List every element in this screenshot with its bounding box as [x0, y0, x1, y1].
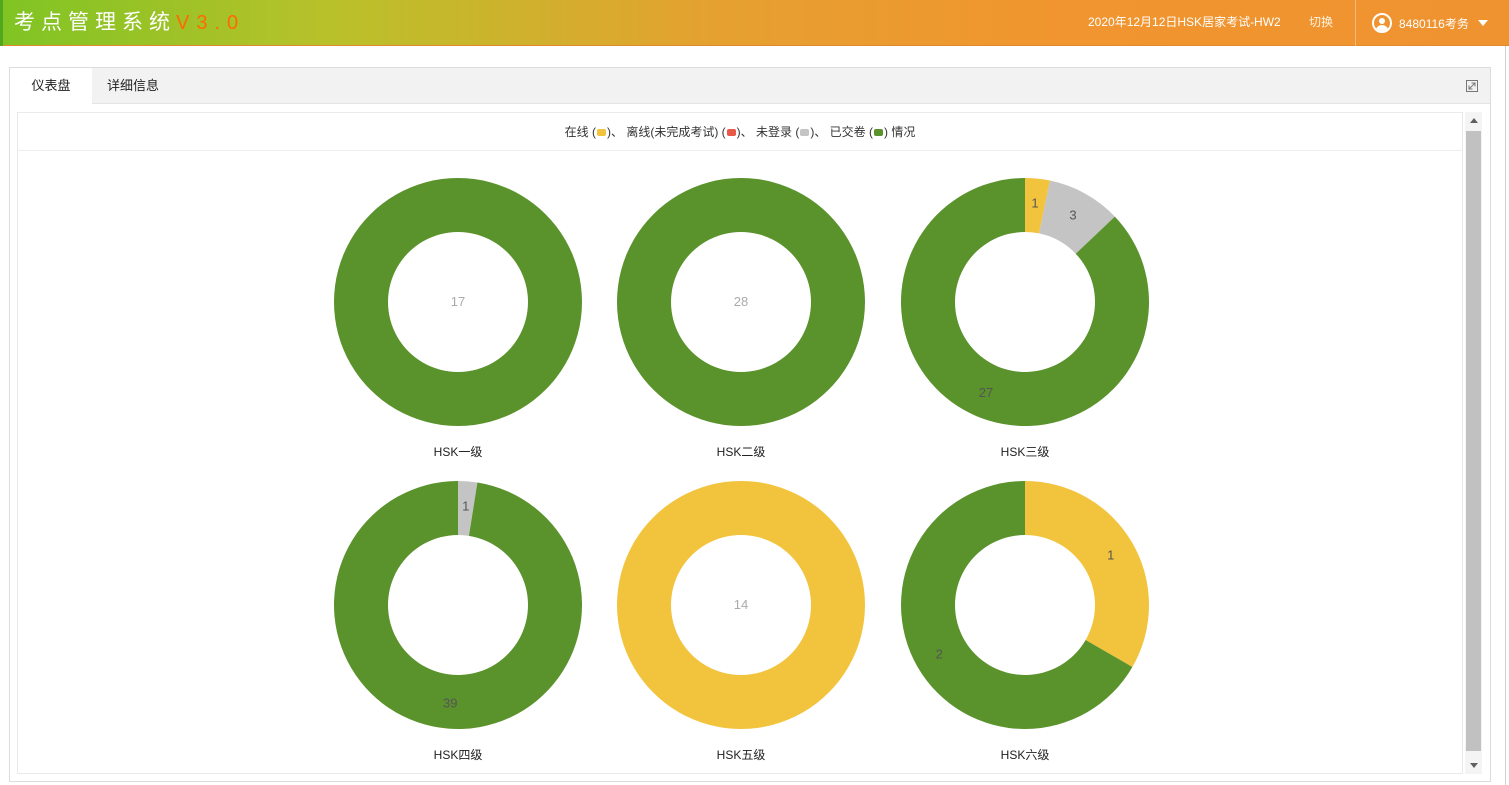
- user-name: 8480116考务: [1399, 16, 1469, 31]
- legend-text-online: 在线 (: [564, 125, 596, 139]
- donut-slice-submitted[interactable]: [334, 481, 583, 730]
- tab-details[interactable]: 详细信息: [106, 78, 159, 93]
- donut-slice-online[interactable]: [1025, 481, 1149, 667]
- donut-chart-title: HSK四级: [434, 748, 483, 762]
- status-legend: 在线 ( )、 离线(未完成考试) ( )、 未登录 ( )、 已交卷 ( ) 情况: [18, 113, 1462, 151]
- dashboard-content: 在线 ( )、 离线(未完成考试) ( )、 未登录 ( )、 已交卷 ( ) 情况 1…: [17, 112, 1463, 774]
- donut-value-label: 1: [1031, 196, 1038, 211]
- donut-slice-submitted[interactable]: [616, 178, 865, 426]
- scroll-down-arrow-icon[interactable]: [1465, 757, 1482, 774]
- donut-chart: 1 2 HSK六级: [901, 481, 1149, 762]
- donut-chart: 14 HSK五级: [616, 481, 865, 762]
- legend-text-not-logged-in: )、 未登录 (: [736, 125, 800, 139]
- donut-chart-title: HSK六级: [1001, 748, 1050, 762]
- donut-value-label: 1: [1107, 548, 1114, 563]
- donut-value-label: 14: [734, 597, 748, 612]
- user-menu[interactable]: 8480116考务: [1372, 0, 1502, 46]
- donut-slice-submitted[interactable]: [333, 178, 582, 426]
- donut-value-label: 27: [979, 385, 993, 400]
- app-version: V3.0: [176, 12, 246, 34]
- legend-text-offline: )、 离线(未完成考试) (: [607, 125, 726, 139]
- donut-slice-online[interactable]: [616, 481, 865, 729]
- legend-text-submitted: )、 已交卷 (: [810, 125, 873, 139]
- donut-slice-not-logged-in[interactable]: [1039, 180, 1115, 254]
- top-bar: 考点管理系统V3.0 2020年12月12日HSK居家考试-HW2 切换 848…: [0, 0, 1509, 46]
- donut-slice-submitted[interactable]: [901, 178, 1149, 427]
- caret-down-icon[interactable]: [1477, 20, 1488, 26]
- donut-chart: 17 HSK一级: [333, 178, 582, 459]
- donut-slice-online[interactable]: [1025, 178, 1050, 234]
- window-edge: [1505, 46, 1506, 785]
- donut-chart-title: HSK三级: [1001, 445, 1050, 459]
- header-divider: [1355, 0, 1356, 46]
- top-bar-accent: [0, 0, 3, 46]
- dashboard-panel: 仪表盘 详细信息 在线 ( )、 离线(未完成考试) ( )、 未登录 ( )、 已交…: [9, 67, 1491, 782]
- app-title: 考点管理系统V3.0: [14, 8, 245, 36]
- donut-value-label: 1: [462, 498, 469, 513]
- vertical-scrollbar[interactable]: [1465, 112, 1482, 774]
- legend-swatch-online: [597, 129, 606, 136]
- donut-charts: 17 HSK一级 28 HSK二级 1 3 27 HSK三级 1 39 HSK四级 14 HSK五级 1 2…: [333, 178, 1149, 762]
- donut-value-label: 28: [734, 294, 748, 309]
- donut-value-label: 17: [451, 294, 465, 309]
- tab-dashboard[interactable]: 仪表盘: [10, 68, 92, 105]
- donut-value-label: 39: [443, 696, 457, 711]
- legend-swatch-not-logged-in: [800, 129, 810, 136]
- donut-chart: 28 HSK二级: [616, 178, 865, 459]
- donut-chart: 1 3 27 HSK三级: [901, 178, 1149, 459]
- user-circle-icon: [1372, 13, 1392, 33]
- donut-chart: 1 39 HSK四级: [334, 481, 583, 762]
- donut-chart-title: HSK一级: [434, 445, 483, 459]
- switch-exam-link[interactable]: 切换: [1309, 15, 1334, 29]
- donut-slice-not-logged-in[interactable]: [458, 481, 478, 536]
- tab-bar: 仪表盘 详细信息: [10, 68, 1490, 105]
- current-exam-name: 2020年12月12日HSK居家考试-HW2: [1088, 15, 1281, 29]
- legend-swatch-submitted: [874, 129, 883, 136]
- donut-slice-submitted[interactable]: [901, 481, 1133, 729]
- expand-icon[interactable]: [1466, 80, 1478, 92]
- donut-chart-title: HSK二级: [717, 445, 766, 459]
- app-title-text: 考点管理系统: [14, 10, 176, 34]
- donut-value-label: 3: [1069, 207, 1076, 222]
- legend-text-suffix: ) 情况: [884, 125, 916, 139]
- scrollbar-thumb[interactable]: [1466, 131, 1481, 751]
- scroll-up-arrow-icon[interactable]: [1465, 112, 1482, 129]
- donut-value-label: 2: [936, 647, 943, 662]
- donut-chart-title: HSK五级: [717, 748, 766, 762]
- legend-swatch-offline: [726, 129, 736, 136]
